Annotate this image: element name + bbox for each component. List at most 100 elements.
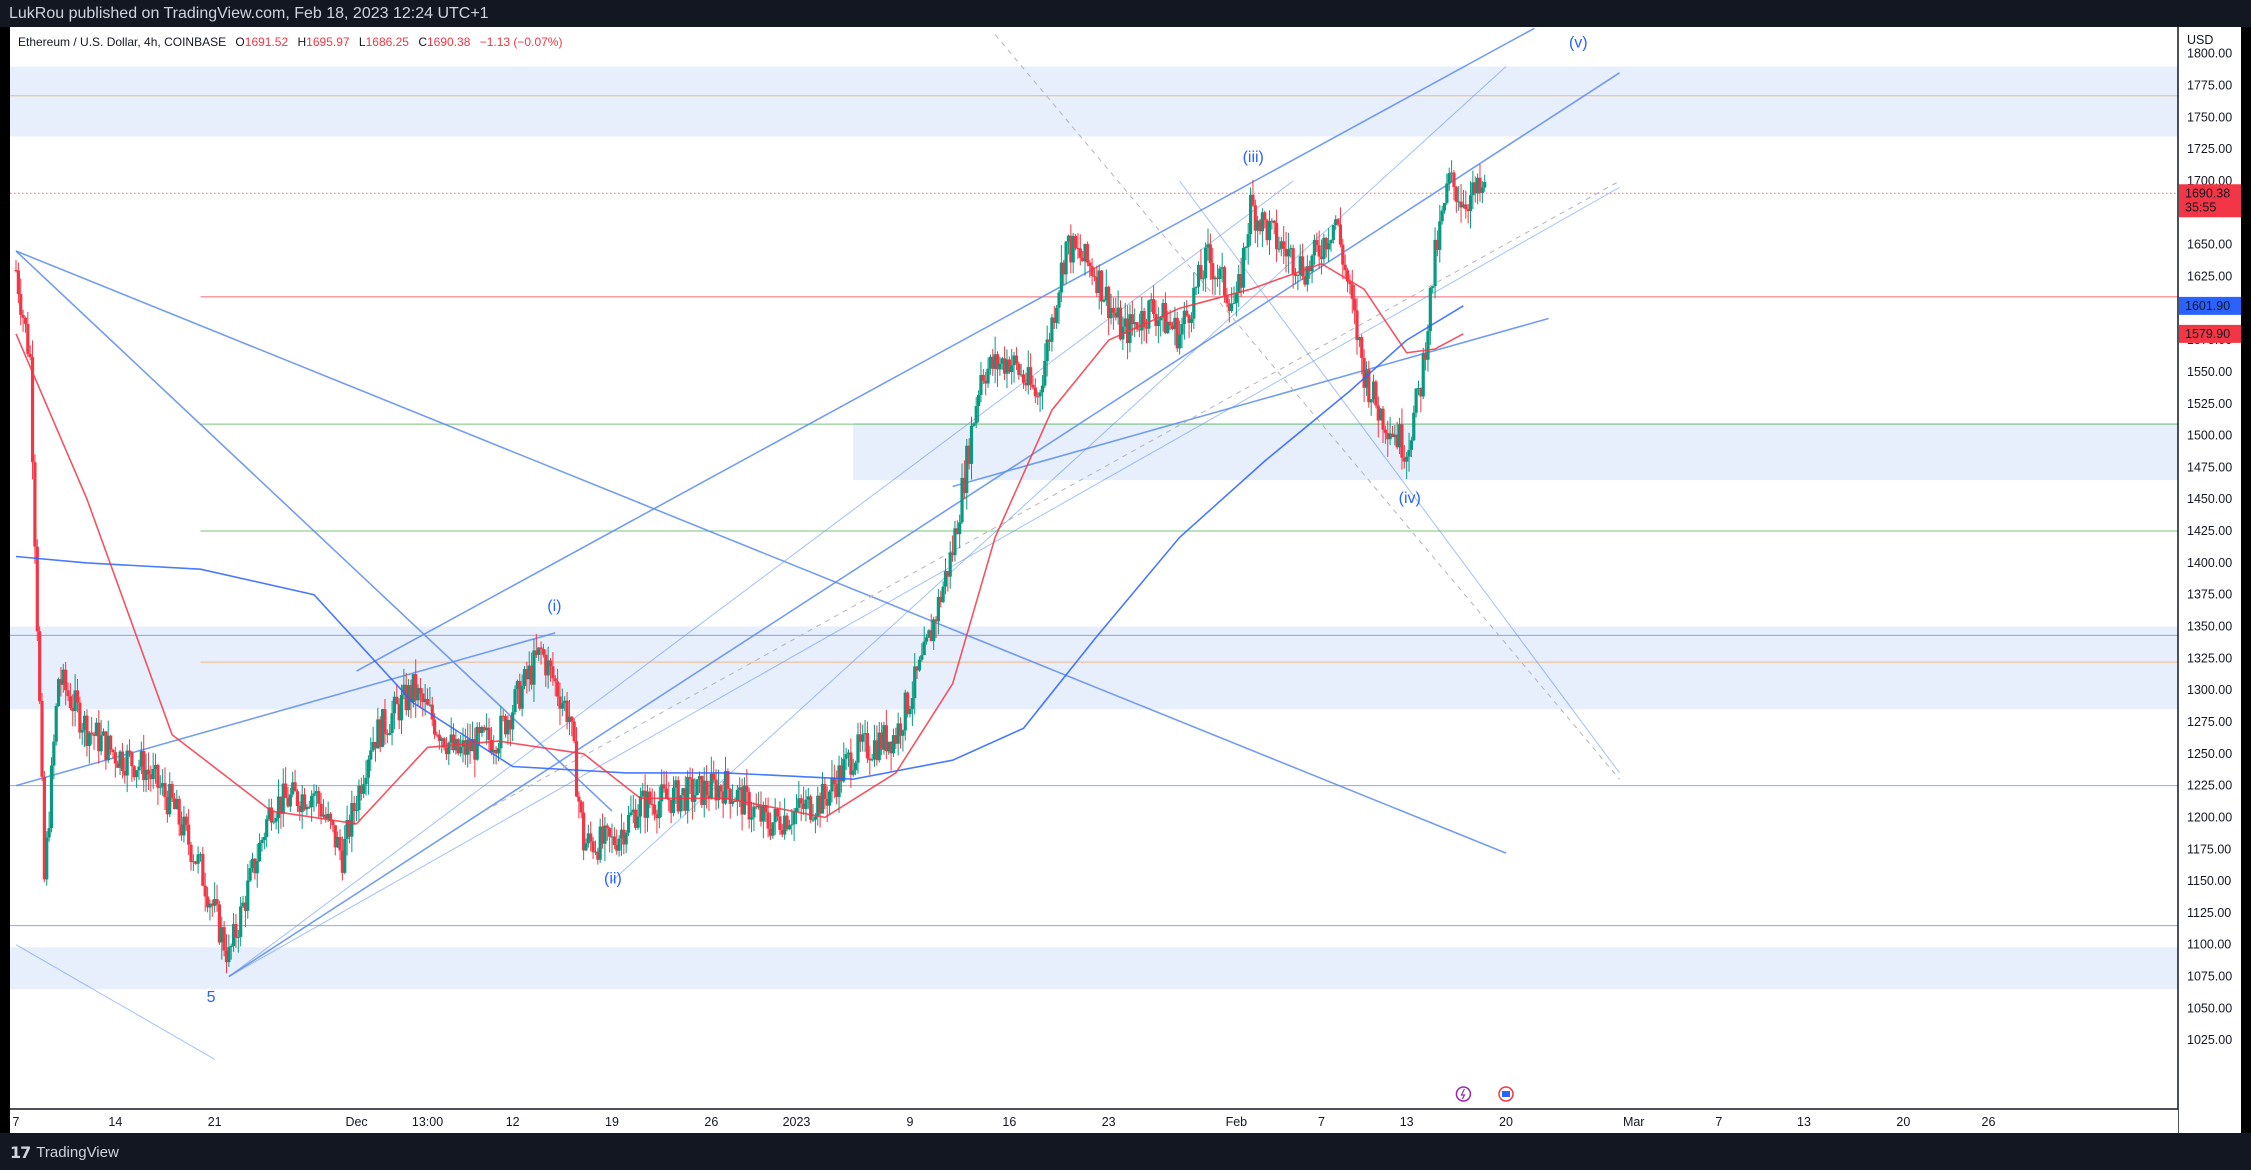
candle-body	[844, 754, 848, 759]
candle-body	[882, 725, 886, 750]
tradingview-wordmark: TradingView	[36, 1143, 119, 1161]
time-tick-label: Feb	[1226, 1115, 1248, 1129]
candle-body	[201, 854, 205, 886]
candle-body	[1433, 239, 1437, 287]
candle-body	[433, 719, 437, 735]
candle-body	[1355, 310, 1359, 341]
price-chart[interactable]: 5 (i) (ii) (iii) (iv) (v) Ethereum / U.S…	[10, 27, 2241, 1133]
candle-body	[373, 741, 378, 749]
chart-frame[interactable]: 5 (i) (ii) (iii) (iv) (v) Ethereum / U.S…	[10, 27, 2241, 1133]
candle-body	[324, 814, 328, 819]
wave-label: (iii)	[1243, 149, 1264, 166]
candle-body	[1468, 195, 1473, 212]
candle-body	[333, 825, 337, 848]
candle-body	[974, 406, 978, 424]
candle-body	[1196, 265, 1201, 287]
candle-body	[165, 797, 169, 815]
candle-body	[288, 794, 292, 807]
candle-body	[643, 790, 647, 818]
candle-body	[473, 739, 477, 760]
candle-body	[1473, 182, 1477, 194]
candle-body	[518, 681, 522, 709]
candle-body	[939, 596, 943, 603]
candle-body	[241, 902, 245, 907]
price-axis[interactable]: USD 1800.001775.001750.001725.001700.001…	[2177, 27, 2241, 1133]
candle-body	[1090, 266, 1094, 276]
candle-body	[354, 810, 359, 812]
candle-body	[1166, 321, 1170, 334]
tradingview-logo[interactable]: 17 TradingView	[10, 1142, 119, 1162]
candle-body	[1130, 314, 1134, 325]
trendlines-layer	[15, 27, 1620, 1060]
candle-body	[943, 571, 948, 587]
wave-label: (v)	[1569, 34, 1588, 51]
candle-body	[52, 741, 56, 766]
time-tick-label: 7	[13, 1115, 20, 1129]
price-tick-label: 1800.00	[2187, 47, 2232, 61]
candle-body	[1303, 276, 1307, 285]
candle-body	[272, 821, 276, 823]
candle-body	[1021, 374, 1026, 383]
candle-body	[1296, 274, 1300, 276]
candle-body	[1260, 212, 1264, 232]
candle-body	[1125, 318, 1130, 344]
candle-body	[967, 445, 971, 464]
candle-body	[61, 669, 65, 685]
candle-body	[1267, 221, 1272, 241]
candle-body	[35, 546, 39, 632]
price-tick-label: 1425.00	[2187, 524, 2232, 538]
price-tick-label: 1625.00	[2187, 269, 2232, 283]
candle-body	[513, 689, 517, 713]
candle-body	[179, 824, 184, 836]
candle-body	[1480, 187, 1484, 193]
candle-body	[742, 785, 747, 815]
candle-body	[59, 679, 63, 685]
candle-body	[962, 477, 966, 493]
price-tick-label: 1300.00	[2187, 683, 2232, 697]
time-tick-label: 19	[605, 1115, 619, 1129]
candle-body	[816, 795, 820, 817]
candle-body	[170, 784, 174, 799]
candle-body	[898, 723, 903, 736]
wave-label: (i)	[547, 598, 561, 615]
candle-body	[340, 850, 344, 873]
candle-body	[274, 817, 278, 822]
candle-body	[1033, 387, 1037, 397]
candle-body	[1040, 385, 1045, 393]
price-tick-label: 1400.00	[2187, 556, 2232, 570]
time-axis[interactable]: 7 14 21 Dec 13:00 12 19 26 2023 9 16 23 Feb 7 13 20 Mar 7…	[10, 1108, 2178, 1133]
trendline	[356, 27, 1535, 672]
candle-body	[19, 294, 23, 315]
candle-body	[125, 750, 129, 776]
candle-body	[936, 596, 940, 622]
candle-body	[229, 945, 233, 948]
candle-body	[1376, 405, 1380, 421]
candle-body	[326, 813, 330, 819]
candle-body	[619, 829, 624, 839]
candle-body	[778, 816, 782, 830]
candle-body	[1397, 424, 1402, 448]
publish-bar: LukRou published on TradingView.com, Feb…	[0, 0, 2251, 27]
candle-body	[922, 641, 926, 656]
candle-body	[503, 716, 508, 735]
candle-body	[265, 819, 269, 837]
candle-body	[33, 462, 37, 547]
candle-body	[1189, 318, 1194, 323]
candle-body	[1215, 277, 1220, 280]
candle-body	[444, 747, 449, 755]
candle-body	[47, 828, 51, 838]
candle-body	[1014, 355, 1019, 364]
candles-layer	[14, 160, 1487, 974]
candle-body	[307, 806, 311, 808]
candle-body	[641, 790, 645, 797]
candle-body	[868, 758, 872, 761]
candle-body	[733, 801, 737, 803]
candle-body	[924, 637, 929, 642]
candle-body	[577, 796, 581, 802]
candle-body	[172, 798, 177, 810]
candle-body	[854, 762, 858, 771]
levels-layer	[10, 95, 2178, 927]
candle-body	[579, 801, 583, 813]
candle-body	[1123, 318, 1127, 327]
candle-body	[260, 839, 264, 844]
